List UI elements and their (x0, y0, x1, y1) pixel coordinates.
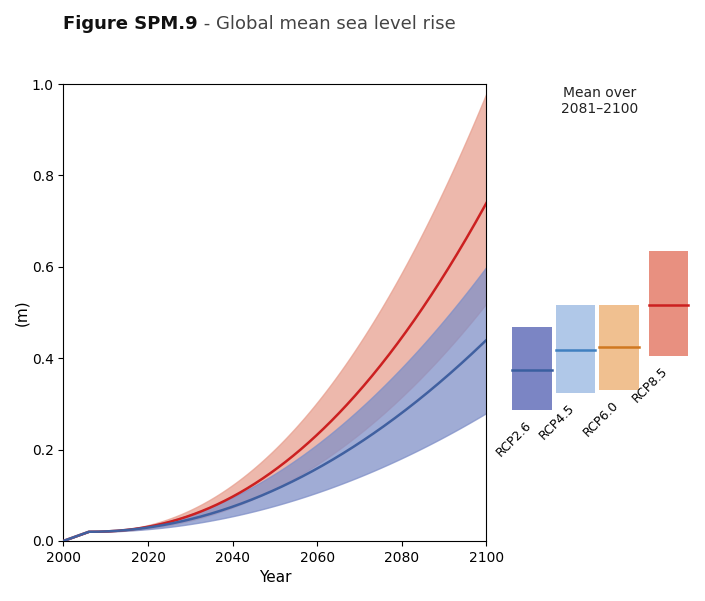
Text: RCP2.6: RCP2.6 (493, 419, 534, 459)
Text: Mean over
2081–2100: Mean over 2081–2100 (560, 86, 638, 116)
Y-axis label: (m): (m) (14, 299, 29, 326)
Text: RCP4.5: RCP4.5 (537, 401, 577, 442)
Text: RCP8.5: RCP8.5 (630, 365, 670, 406)
Text: Figure SPM.9: Figure SPM.9 (63, 15, 198, 33)
X-axis label: Year: Year (259, 570, 291, 585)
Text: - Global mean sea level rise: - Global mean sea level rise (198, 15, 456, 33)
Text: RCP6.0: RCP6.0 (580, 399, 621, 439)
